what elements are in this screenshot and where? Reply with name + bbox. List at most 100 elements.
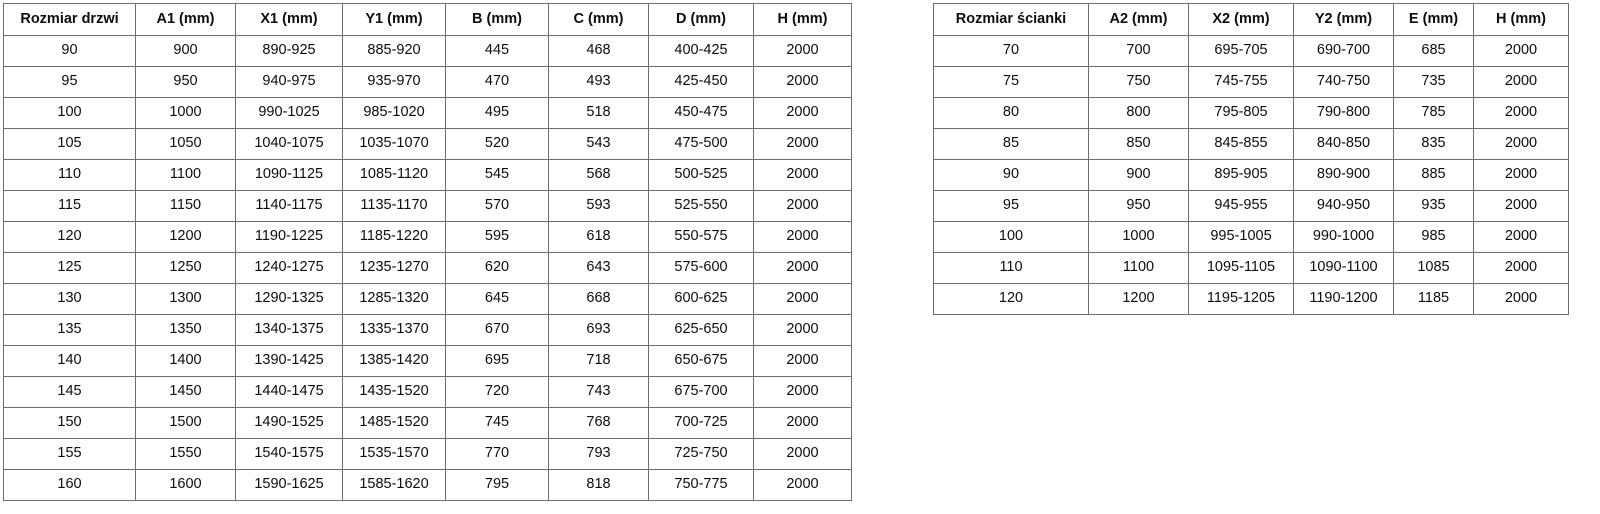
- table-cell: 770: [445, 438, 549, 470]
- table-cell: 1350: [135, 314, 236, 346]
- door-column-header: Y1 (mm): [342, 3, 446, 36]
- table-cell: 1090-1100: [1293, 252, 1394, 284]
- table-row: 130 1300 1290-1325 1285-1320 645 668 600-625 20…: [3, 283, 852, 315]
- table-cell: 790-800: [1293, 97, 1394, 129]
- table-cell: 2000: [753, 376, 852, 408]
- wall-size-cell: 100: [933, 221, 1089, 253]
- door-column-header: A1 (mm): [135, 3, 236, 36]
- table-cell: 1235-1270: [342, 252, 446, 284]
- table-cell: 625-650: [648, 314, 754, 346]
- table-cell: 885-920: [342, 35, 446, 67]
- table-cell: 2000: [1473, 252, 1569, 284]
- table-cell: 425-450: [648, 66, 754, 98]
- table-cell: 945-955: [1188, 190, 1294, 222]
- table-cell: 2000: [753, 97, 852, 129]
- table-cell: 2000: [753, 252, 852, 284]
- table-cell: 2000: [753, 159, 852, 191]
- table-cell: 845-855: [1188, 128, 1294, 160]
- table-row: 155 1550 1540-1575 1535-1570 770 793 725-750 20…: [3, 438, 852, 470]
- table-cell: 568: [548, 159, 649, 191]
- wall-size-cell: 80: [933, 97, 1089, 129]
- table-cell: 700-725: [648, 407, 754, 439]
- table-cell: 1150: [135, 190, 236, 222]
- table-cell: 935: [1393, 190, 1474, 222]
- table-cell: 2000: [753, 35, 852, 67]
- table-cell: 1450: [135, 376, 236, 408]
- table-cell: 493: [548, 66, 649, 98]
- table-header-row: Rozmiar ścianki A2 (mm) X2 (mm) Y2 (mm) E (m…: [933, 3, 1569, 36]
- door-size-cell: 95: [3, 66, 136, 98]
- table-cell: 990-1025: [235, 97, 343, 129]
- table-cell: 768: [548, 407, 649, 439]
- wall-column-header: H (mm): [1473, 3, 1569, 36]
- wall-size-cell: 85: [933, 128, 1089, 160]
- table-cell: 995-1005: [1188, 221, 1294, 253]
- table-cell: 793: [548, 438, 649, 470]
- wall-size-cell: 110: [933, 252, 1089, 284]
- table-cell: 1435-1520: [342, 376, 446, 408]
- table-cell: 475-500: [648, 128, 754, 160]
- table-cell: 940-975: [235, 66, 343, 98]
- door-size-cell: 135: [3, 314, 136, 346]
- table-cell: 835: [1393, 128, 1474, 160]
- table-cell: 785: [1393, 97, 1474, 129]
- table-cell: 1590-1625: [235, 469, 343, 501]
- table-cell: 720: [445, 376, 549, 408]
- table-cell: 645: [445, 283, 549, 315]
- door-size-cell: 100: [3, 97, 136, 129]
- table-row: 100 1000 995-1005 990-1000 985 2000: [933, 221, 1569, 253]
- table-row: 140 1400 1390-1425 1385-1420 695 718 650-675 20…: [3, 345, 852, 377]
- table-cell: 900: [1088, 159, 1189, 191]
- table-cell: 1095-1105: [1188, 252, 1294, 284]
- door-size-cell: 110: [3, 159, 136, 191]
- table-cell: 695: [445, 345, 549, 377]
- table-cell: 1250: [135, 252, 236, 284]
- table-cell: 1340-1375: [235, 314, 343, 346]
- table-cell: 2000: [753, 128, 852, 160]
- table-cell: 1190-1225: [235, 221, 343, 253]
- door-column-header: H (mm): [753, 3, 852, 36]
- table-cell: 595: [445, 221, 549, 253]
- table-cell: 518: [548, 97, 649, 129]
- table-cell: 2000: [1473, 221, 1569, 253]
- table-cell: 670: [445, 314, 549, 346]
- table-cell: 1200: [135, 221, 236, 253]
- table-row: 110 1100 1095-1105 1090-1100 1085 2000: [933, 252, 1569, 284]
- table-cell: 525-550: [648, 190, 754, 222]
- door-size-cell: 160: [3, 469, 136, 501]
- door-size-cell: 155: [3, 438, 136, 470]
- table-cell: 745: [445, 407, 549, 439]
- door-column-header: B (mm): [445, 3, 549, 36]
- table-cell: 1400: [135, 345, 236, 377]
- table-cell: 2000: [1473, 35, 1569, 67]
- table-cell: 800: [1088, 97, 1189, 129]
- table-cell: 2000: [1473, 97, 1569, 129]
- wall-column-header: Rozmiar ścianki: [933, 3, 1089, 36]
- table-cell: 668: [548, 283, 649, 315]
- table-cell: 2000: [1473, 159, 1569, 191]
- table-cell: 545: [445, 159, 549, 191]
- table-cell: 1585-1620: [342, 469, 446, 501]
- table-row: 90 900 890-925 885-920 445 468 400-425 2000: [3, 35, 852, 67]
- table-cell: 1100: [135, 159, 236, 191]
- table-row: 125 1250 1240-1275 1235-1270 620 643 575-600 20…: [3, 252, 852, 284]
- table-row: 95 950 945-955 940-950 935 2000: [933, 190, 1569, 222]
- table-cell: 818: [548, 469, 649, 501]
- wall-size-cell: 75: [933, 66, 1089, 98]
- table-cell: 890-900: [1293, 159, 1394, 191]
- table-cell: 1500: [135, 407, 236, 439]
- door-dimensions-table: Rozmiar drzwi A1 (mm) X1 (mm) Y1 (mm) B (mm)…: [3, 3, 852, 501]
- table-row: 120 1200 1195-1205 1190-1200 1185 2000: [933, 283, 1569, 315]
- table-cell: 495: [445, 97, 549, 129]
- table-cell: 735: [1393, 66, 1474, 98]
- table-cell: 1550: [135, 438, 236, 470]
- door-size-cell: 125: [3, 252, 136, 284]
- table-cell: 468: [548, 35, 649, 67]
- table-cell: 643: [548, 252, 649, 284]
- table-cell: 470: [445, 66, 549, 98]
- table-cell: 840-850: [1293, 128, 1394, 160]
- door-table-header: Rozmiar drzwi A1 (mm) X1 (mm) Y1 (mm) B (mm)…: [3, 3, 852, 36]
- table-row: 150 1500 1490-1525 1485-1520 745 768 700-725 20…: [3, 407, 852, 439]
- table-cell: 885: [1393, 159, 1474, 191]
- table-cell: 500-525: [648, 159, 754, 191]
